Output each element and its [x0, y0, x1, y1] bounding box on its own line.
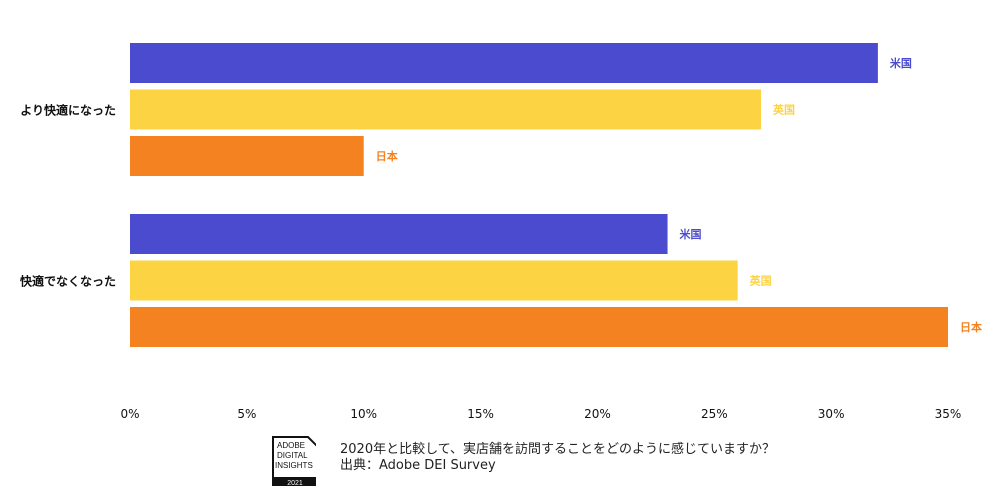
x-tick-label: 25%: [701, 407, 728, 421]
adobe-digital-insights-logo: ADOBE DIGITAL INSIGHTS 2021: [272, 436, 316, 486]
series-label: 米国: [679, 227, 702, 241]
survey-question: 2020年と比較して、実店舗を訪問することをどのように感じていますか？: [340, 442, 776, 457]
x-tick-label: 15%: [467, 407, 494, 421]
series-label: 英国: [749, 274, 772, 288]
x-tick-label: 35%: [935, 407, 962, 421]
x-tick-label: 0%: [120, 407, 139, 421]
category-label: 快適でなくなった: [20, 274, 116, 289]
series-label: 日本: [376, 149, 398, 163]
bar: [130, 136, 364, 176]
x-tick-label: 20%: [584, 407, 611, 421]
svg-text:INSIGHTS: INSIGHTS: [275, 461, 313, 470]
svg-text:2021: 2021: [287, 480, 303, 486]
x-tick-label: 30%: [818, 407, 845, 421]
footer: ADOBE DIGITAL INSIGHTS 2021 2020年と比較して、実…: [272, 436, 775, 486]
x-tick-label: 10%: [350, 407, 377, 421]
category-label: より快適になった: [20, 103, 116, 118]
svg-text:ADOBE: ADOBE: [277, 441, 305, 450]
svg-text:DIGITAL: DIGITAL: [277, 451, 308, 460]
series-label: 日本: [960, 320, 982, 334]
bar: [130, 307, 948, 347]
x-tick-label: 5%: [237, 407, 256, 421]
bar: [130, 260, 738, 301]
series-label: 米国: [889, 56, 912, 70]
source-text: 出典：Adobe DEI Survey: [340, 458, 496, 473]
bar: [130, 43, 878, 83]
bar: [130, 214, 668, 254]
bar: [130, 89, 762, 130]
series-label: 英国: [772, 103, 795, 117]
